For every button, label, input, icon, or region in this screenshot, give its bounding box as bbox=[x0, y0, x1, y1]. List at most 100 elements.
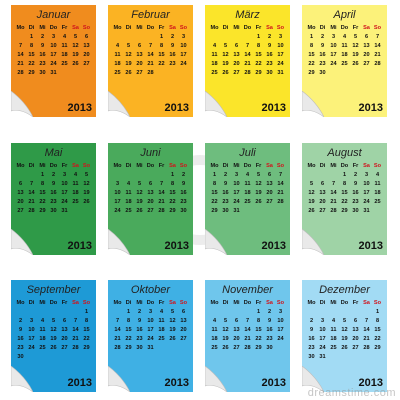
day-cell: 5 bbox=[137, 181, 142, 187]
day-cell: 8 bbox=[126, 318, 131, 324]
page-curl-icon bbox=[11, 229, 33, 255]
weekday-label: So bbox=[179, 163, 188, 169]
day-cell: 17 bbox=[330, 52, 337, 58]
weekday-label: Di bbox=[319, 25, 326, 31]
day-cell: 26 bbox=[352, 61, 359, 67]
day-cell: 1 bbox=[84, 309, 89, 315]
day-cell: 11 bbox=[211, 327, 218, 333]
day-cell: 8 bbox=[256, 318, 261, 324]
page-curl-icon bbox=[108, 366, 130, 392]
day-cell: 29 bbox=[39, 208, 46, 214]
month-title: April bbox=[333, 9, 356, 21]
weekday-label: Mi bbox=[136, 163, 143, 169]
page-curl-icon bbox=[302, 366, 324, 392]
day-cell: 3 bbox=[278, 309, 283, 315]
day-cell: 27 bbox=[352, 345, 359, 351]
page-curl-icon bbox=[205, 366, 227, 392]
day-cell: 30 bbox=[266, 70, 273, 76]
day-cell: 3 bbox=[115, 181, 120, 187]
day-cell bbox=[112, 171, 123, 180]
day-cell bbox=[37, 308, 48, 317]
month-card: Juli Mo Di Mi Do Fr Sa So 1 2 3 4 5 6 7 8 9 10 11 12 13 14 15 1… bbox=[205, 143, 290, 255]
day-cell: 15 bbox=[255, 327, 262, 333]
day-cell: 22 bbox=[169, 199, 176, 205]
day-cell: 7 bbox=[18, 43, 23, 49]
month-title: September bbox=[26, 284, 81, 296]
weekday-label: Mi bbox=[136, 300, 143, 306]
year-label: 2013 bbox=[358, 377, 383, 389]
day-cell: 5 bbox=[170, 309, 175, 315]
day-cell: 16 bbox=[136, 327, 143, 333]
day-cell: 9 bbox=[320, 43, 325, 49]
day-cell: 19 bbox=[308, 199, 315, 205]
day-cell: 25 bbox=[341, 61, 348, 67]
day-cell: 24 bbox=[180, 61, 187, 67]
day-cell: 25 bbox=[244, 199, 251, 205]
day-cell: 4 bbox=[245, 172, 250, 178]
day-cell: 5 bbox=[223, 43, 228, 49]
day-cell: 4 bbox=[212, 318, 217, 324]
weekday-label: Di bbox=[222, 25, 229, 31]
day-cell: 7 bbox=[115, 318, 120, 324]
day-cell: 6 bbox=[18, 181, 23, 187]
weekday-label: Sa bbox=[169, 163, 176, 169]
day-cell: 31 bbox=[233, 208, 240, 214]
day-cell: 30 bbox=[266, 345, 273, 351]
day-cell: 23 bbox=[39, 61, 46, 67]
day-cell: 17 bbox=[319, 336, 326, 342]
day-cell: 6 bbox=[137, 43, 142, 49]
day-cell: 17 bbox=[114, 199, 121, 205]
day-cell: 10 bbox=[61, 181, 68, 187]
day-cell: 16 bbox=[39, 52, 46, 58]
day-cell bbox=[220, 308, 231, 317]
month-card: März Mo Di Mi Do Fr Sa So 1 2 3 4 5 6 7 8 9 10 11 12 13 14 15 1… bbox=[205, 5, 290, 117]
day-cell: 29 bbox=[28, 70, 35, 76]
day-cell: 26 bbox=[308, 208, 315, 214]
day-cell: 24 bbox=[28, 345, 35, 351]
day-cell: 1 bbox=[159, 34, 164, 40]
day-cell: 24 bbox=[114, 208, 121, 214]
weekday-label: Do bbox=[146, 300, 155, 306]
day-cell: 29 bbox=[211, 208, 218, 214]
weekday-label: Mo bbox=[307, 300, 316, 306]
month-card: Mai Mo Di Mi Do Fr Sa So 1 2 3 4 5 6 7 8 9 10 11 12 13 14 15 16… bbox=[11, 143, 96, 255]
day-cell: 25 bbox=[114, 70, 121, 76]
day-cell: 14 bbox=[363, 327, 370, 333]
day-cell bbox=[178, 69, 189, 78]
day-cell bbox=[339, 69, 350, 78]
day-cell bbox=[231, 33, 242, 42]
weekday-label: Di bbox=[28, 163, 35, 169]
day-cell: 14 bbox=[72, 327, 79, 333]
weekday-label: Mo bbox=[113, 163, 122, 169]
day-cell: 2 bbox=[40, 34, 45, 40]
month-title: Februar bbox=[131, 9, 170, 21]
weekday-label: Di bbox=[319, 300, 326, 306]
day-cell: 8 bbox=[170, 181, 175, 187]
day-cell: 12 bbox=[50, 327, 57, 333]
day-cell: 1 bbox=[29, 34, 34, 40]
day-cell: 19 bbox=[352, 52, 359, 58]
day-cell: 3 bbox=[234, 172, 239, 178]
day-cell bbox=[242, 33, 253, 42]
day-cell: 25 bbox=[72, 199, 79, 205]
month-card: August Mo Di Mi Do Fr Sa So 1 2 3 4 5 6 7 8 9 10 11 12 13 14 1… bbox=[302, 143, 387, 255]
day-cell: 12 bbox=[222, 327, 229, 333]
day-cell: 3 bbox=[278, 34, 283, 40]
weekday-label: Mi bbox=[233, 300, 240, 306]
day-cell: 16 bbox=[266, 327, 273, 333]
day-cell: 5 bbox=[84, 172, 89, 178]
day-cell: 27 bbox=[363, 61, 370, 67]
day-cell: 10 bbox=[147, 318, 154, 324]
day-cell bbox=[361, 69, 372, 78]
weekday-label: Di bbox=[222, 300, 229, 306]
day-cell: 26 bbox=[50, 345, 57, 351]
day-cell: 28 bbox=[147, 70, 154, 76]
day-cell: 28 bbox=[72, 345, 79, 351]
month-days-table: Mo Di Mi Do Fr Sa So 1 2 3 4 5 6 7 8 9 10 11 12 13 14 15 16 17 1… bbox=[112, 24, 189, 78]
day-cell: 2 bbox=[267, 34, 272, 40]
day-cell bbox=[134, 33, 145, 42]
day-cell: 16 bbox=[222, 190, 229, 196]
day-cell: 18 bbox=[114, 61, 121, 67]
day-cell: 23 bbox=[50, 199, 57, 205]
day-cell: 12 bbox=[222, 52, 229, 58]
